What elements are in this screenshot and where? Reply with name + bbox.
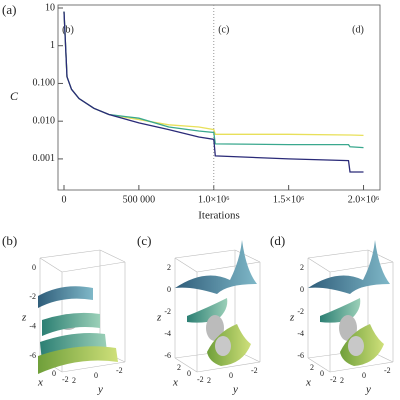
box-edge <box>61 361 126 373</box>
panel-label: (c) <box>137 233 151 248</box>
z-tick-label: -2 <box>29 292 36 301</box>
x-tick-label: 0 <box>52 369 56 378</box>
box-edge <box>234 249 261 263</box>
box-edge <box>367 249 394 263</box>
core <box>206 315 224 341</box>
x-tick-label: 2.0×10⁶ <box>348 194 380 205</box>
core <box>348 336 364 356</box>
y-tick-label: 0 <box>94 371 98 380</box>
x-axis-label: x <box>37 377 43 389</box>
panel-label: (a) <box>2 2 16 17</box>
core <box>215 336 231 356</box>
box-edge <box>174 357 198 373</box>
x-tick-label: 2 <box>177 363 181 372</box>
y-tick-label: 0 <box>229 371 233 380</box>
x-tick-label: -2 <box>62 375 69 384</box>
x-tick-label: 500 000 <box>123 194 156 205</box>
y-tick-label: 0.010 <box>33 115 56 126</box>
y-tick-label: -2 <box>251 366 258 375</box>
box-edge <box>307 257 331 273</box>
z-tick-label: -4 <box>297 329 304 338</box>
box-edge <box>196 361 261 373</box>
x-tick-label: 0 <box>61 194 66 205</box>
x-tick-label: 1.0×10⁶ <box>198 194 230 205</box>
z-tick-label: -2 <box>297 307 304 316</box>
annotation: (c) <box>218 24 229 35</box>
y-axis-label: y <box>97 384 103 396</box>
x-axis-label: x <box>305 377 311 389</box>
x-axis-label: x <box>172 377 178 389</box>
panel-label: (d) <box>270 233 285 248</box>
z-tick-label: -4 <box>29 321 36 330</box>
panel-label: (b) <box>2 233 17 248</box>
z-axis-label: z <box>21 312 27 324</box>
y-tick-label: 0.001 <box>33 153 56 164</box>
z-tick-label: 0 <box>167 285 171 294</box>
core <box>339 315 357 341</box>
x-tick-label: 0 <box>320 369 324 378</box>
y-tick-label: -2 <box>384 366 391 375</box>
z-tick-label: 2 <box>167 263 171 272</box>
y-tick-label: 2 <box>340 376 344 385</box>
y-tick-label: 0 <box>362 371 366 380</box>
annotation: (d) <box>352 24 364 35</box>
z-tick-label: 0 <box>300 285 304 294</box>
y-tick-label: -2 <box>116 366 123 375</box>
z-tick-label: -6 <box>29 351 36 360</box>
box-edge <box>39 249 101 259</box>
surface <box>42 312 100 336</box>
y-tick-label: 0.100 <box>33 78 56 89</box>
surface <box>38 286 93 308</box>
box-edge <box>307 357 331 373</box>
y-tick-label: 10 <box>45 2 55 13</box>
x-tick-label: 2 <box>310 363 314 372</box>
surface <box>308 240 390 294</box>
x-axis-label: Iterations <box>198 210 240 222</box>
y-axis-label: y <box>365 384 371 396</box>
box-edge <box>174 257 198 273</box>
box-edge <box>39 257 63 273</box>
z-tick-label: -2 <box>164 307 171 316</box>
y-axis-label: y <box>232 384 238 396</box>
box-edge <box>174 249 236 259</box>
series-line <box>63 11 364 173</box>
box-edge <box>329 261 394 273</box>
z-axis-label: z <box>156 312 162 324</box>
box-edge <box>329 361 394 373</box>
box-edge <box>307 249 369 259</box>
y-tick-label: 2 <box>72 376 76 385</box>
z-tick-label: -4 <box>164 329 171 338</box>
z-tick-label: -6 <box>297 351 304 360</box>
x-tick-label: 1.5×10⁶ <box>273 194 305 205</box>
box-edge <box>99 249 126 263</box>
z-tick-label: 2 <box>300 263 304 272</box>
y-tick-label: 1 <box>50 40 55 51</box>
surface <box>38 346 118 374</box>
box-edge <box>196 261 261 273</box>
box-edge <box>61 261 126 273</box>
z-axis-label: z <box>289 312 295 324</box>
x-tick-label: 0 <box>187 369 191 378</box>
annotation: (b) <box>62 24 74 35</box>
y-tick-label: 2 <box>207 376 211 385</box>
z-tick-label: -6 <box>164 351 171 360</box>
plot-frame <box>57 4 381 191</box>
y-axis-label: C <box>10 89 19 103</box>
x-tick-label: -2 <box>197 375 204 384</box>
z-tick-label: 0 <box>32 263 36 272</box>
surface <box>175 240 257 294</box>
x-tick-label: -2 <box>330 375 337 384</box>
